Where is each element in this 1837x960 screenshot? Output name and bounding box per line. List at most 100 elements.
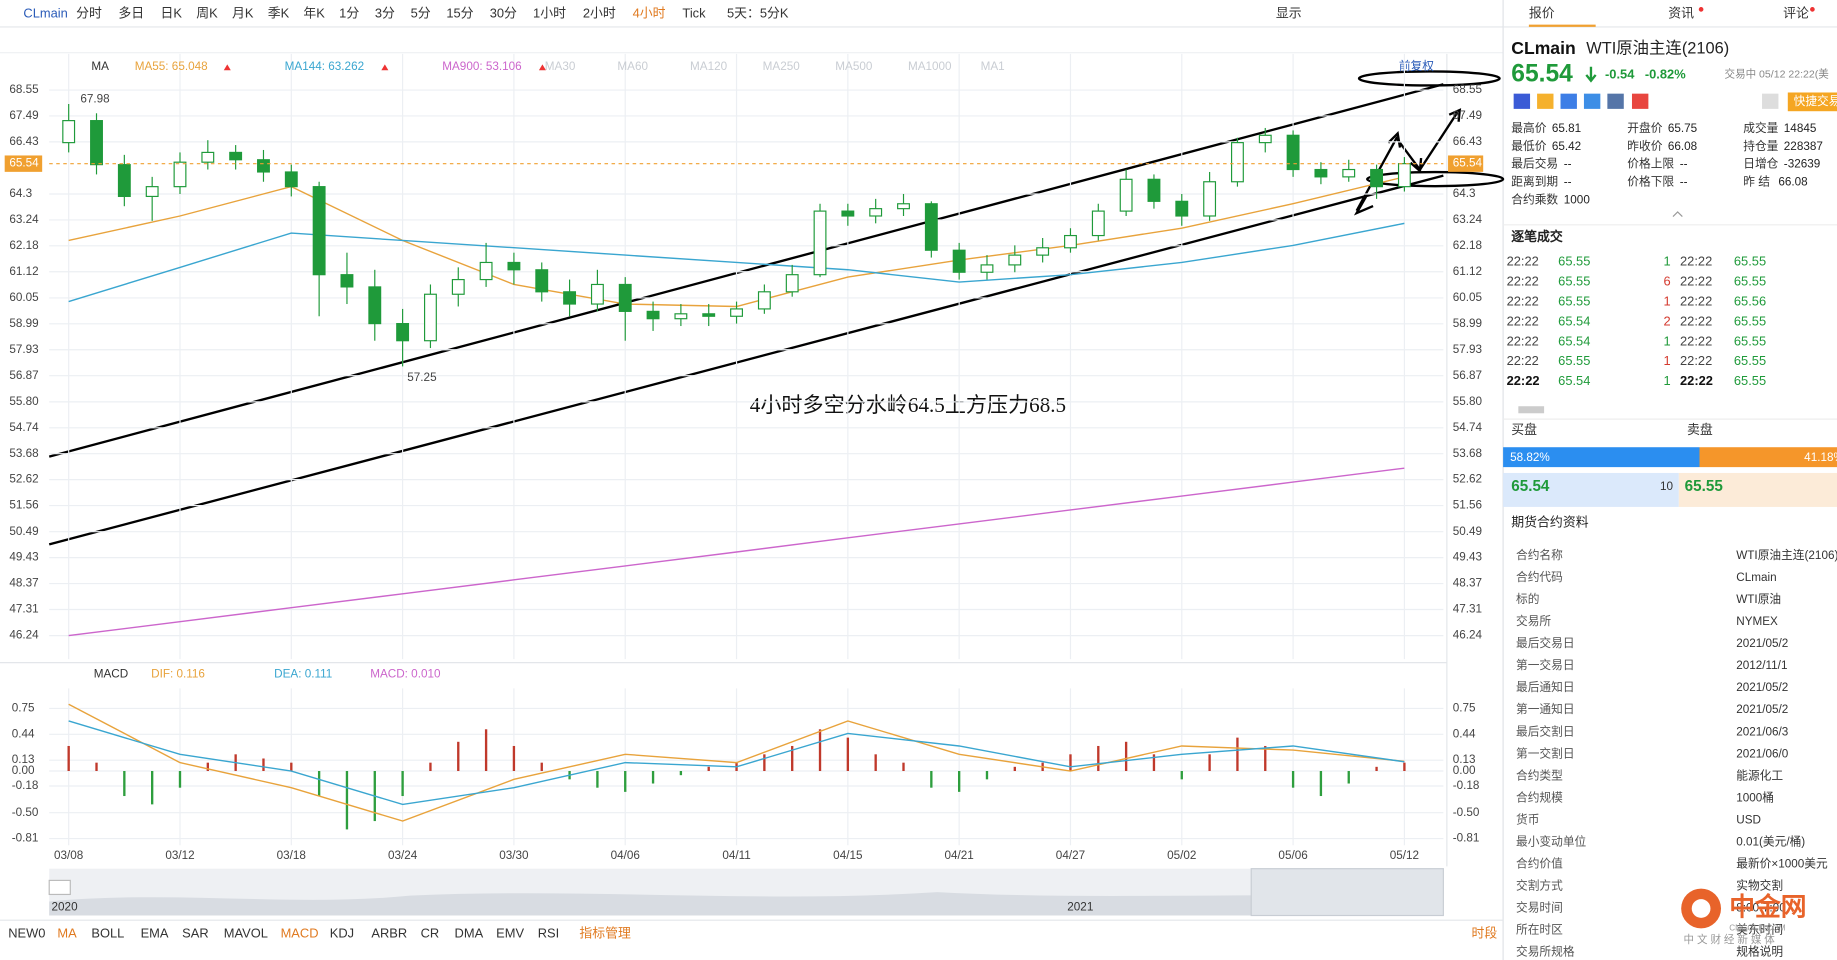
stat-value: 228387 xyxy=(1784,140,1823,153)
trade-price: 65.55 xyxy=(1734,353,1766,368)
period-button[interactable]: 时段 xyxy=(1471,926,1497,941)
legend-item[interactable]: MACD: 0.010 xyxy=(370,667,441,680)
y-tick-label: 46.24 xyxy=(1453,629,1483,642)
last-price-label: 65.54 xyxy=(1453,157,1483,170)
trade-time: 22:22 xyxy=(1507,353,1539,368)
icon[interactable] xyxy=(1537,93,1554,109)
timeline-more[interactable] xyxy=(48,879,71,896)
quick-trade-button[interactable] xyxy=(1787,92,1837,112)
period-button[interactable]: 5分 xyxy=(411,5,431,20)
period-button[interactable]: 周K xyxy=(196,5,218,20)
icon[interactable] xyxy=(1607,93,1624,109)
candle-body xyxy=(396,323,410,342)
book-title: 买盘 xyxy=(1511,422,1537,437)
collapse[interactable] xyxy=(1672,211,1683,217)
y-tick-label: 55.80 xyxy=(9,395,39,408)
candle-body xyxy=(702,313,716,317)
indicator-tab[interactable]: KDJ xyxy=(330,926,354,941)
legend-item[interactable]: MA60 xyxy=(617,60,648,73)
y-tick-label: 53.68 xyxy=(9,447,38,460)
indicator-tab[interactable]: DMA xyxy=(455,926,484,941)
tab[interactable]: 评论 xyxy=(1783,5,1809,20)
toolbar-symbol[interactable]: CLmain xyxy=(23,5,67,20)
candle-body xyxy=(90,120,103,166)
period-button[interactable]: 30分 xyxy=(490,5,517,20)
period-button[interactable]: 多日 xyxy=(118,5,144,20)
indicator-tab[interactable]: CR xyxy=(421,926,440,941)
sell-ratio-label: 41.18% xyxy=(1804,451,1837,464)
candle-body xyxy=(1314,168,1328,178)
period-button[interactable]: 4小时 xyxy=(633,5,666,20)
x-tick-label: 03/30 xyxy=(499,849,529,862)
y-tick-label: 66.43 xyxy=(1453,135,1482,148)
indicator-tab[interactable]: MAVOL xyxy=(224,926,268,941)
y-tick-label: 49.43 xyxy=(1453,551,1482,564)
legend-item[interactable]: MA30 xyxy=(545,60,576,73)
indicator-tab[interactable]: EMA xyxy=(141,926,169,941)
indicator-tab[interactable]: SAR xyxy=(182,926,208,941)
channel-line xyxy=(48,83,1444,458)
y-tick-label: -0.18 xyxy=(1453,779,1480,792)
trade-time: 22:22 xyxy=(1507,274,1539,289)
legend-item[interactable]: MA1000 xyxy=(908,60,952,73)
indicator-tab[interactable]: MACD xyxy=(281,926,319,941)
indicator-name[interactable]: MACD xyxy=(94,667,128,680)
tab[interactable]: 报价 xyxy=(1529,5,1555,20)
period-button[interactable]: 1分 xyxy=(339,5,359,20)
contract-value: 2021/06/3 xyxy=(1736,725,1788,738)
icon[interactable] xyxy=(1762,93,1779,109)
legend-item[interactable]: MA900: 53.106 xyxy=(442,60,521,73)
icon[interactable] xyxy=(1583,93,1601,109)
legend-item[interactable]: DEA: 0.111 xyxy=(274,667,332,680)
y-tick-label: 66.43 xyxy=(9,135,38,148)
timeline-label: 2021 xyxy=(1067,900,1093,913)
period-button[interactable]: 分时 xyxy=(76,5,102,20)
candle-body xyxy=(1203,181,1217,217)
y-tick-label: 63.24 xyxy=(1453,213,1483,226)
indicator-tab[interactable]: ARBR xyxy=(371,926,407,941)
legend-item[interactable]: MA1 xyxy=(981,60,1005,73)
period-button[interactable]: 季K xyxy=(268,5,290,20)
period-button[interactable]: 年K xyxy=(303,5,325,20)
period-button[interactable]: 3分 xyxy=(375,5,395,20)
contract-label: 最小变动单位 xyxy=(1516,834,1587,848)
adjust-label[interactable]: 前复权 xyxy=(1399,59,1434,73)
indicator-name[interactable]: MA xyxy=(91,60,109,73)
display-button[interactable]: 显示 xyxy=(1276,5,1302,20)
legend-item[interactable]: MA250 xyxy=(763,60,801,73)
y-tick-label: 60.05 xyxy=(1453,291,1483,304)
period-button[interactable]: 月K xyxy=(232,5,254,20)
icon[interactable] xyxy=(1513,93,1531,109)
indicator-tab[interactable]: MA xyxy=(57,926,77,941)
quick-trade-label[interactable]: 快捷交易 xyxy=(1794,94,1837,108)
legend-item[interactable]: DIF: 0.116 xyxy=(151,667,205,680)
y-tick-label: 58.99 xyxy=(1453,317,1482,330)
period-button[interactable]: 15分 xyxy=(446,5,473,20)
indicator-tab[interactable]: NEW0 xyxy=(8,926,45,941)
timeline-window[interactable] xyxy=(1250,868,1444,917)
candle-body xyxy=(507,261,521,271)
candle-body xyxy=(563,291,577,305)
period-button[interactable]: 5天：5分K xyxy=(727,5,789,20)
indicator-tab[interactable]: BOLL xyxy=(91,926,124,941)
period-button[interactable]: 1小时 xyxy=(533,5,566,20)
indicator-tab[interactable]: RSI xyxy=(538,926,559,941)
icon[interactable] xyxy=(1560,93,1577,109)
contract-value: 最新价×1000美元 xyxy=(1736,856,1828,870)
stat-label: 成交量 xyxy=(1743,121,1778,135)
legend-item[interactable]: MA120 xyxy=(690,60,728,73)
legend-item[interactable]: MA144: 63.262 xyxy=(285,60,364,73)
indicator-tab[interactable]: EMV xyxy=(496,926,524,941)
period-button[interactable]: 2小时 xyxy=(583,5,616,20)
icon[interactable] xyxy=(1631,93,1649,109)
tab[interactable]: 资讯 xyxy=(1668,5,1694,20)
y-tick-label: 46.24 xyxy=(9,629,39,642)
scrollbar[interactable] xyxy=(1518,406,1545,414)
y-tick-label: 49.43 xyxy=(9,551,38,564)
indicator-manage[interactable]: 指标管理 xyxy=(579,926,631,941)
period-button[interactable]: Tick xyxy=(682,5,706,20)
trade-price: 65.55 xyxy=(1558,353,1590,368)
legend-item[interactable]: MA500 xyxy=(835,60,873,73)
legend-item[interactable]: MA55: 65.048 xyxy=(135,60,208,73)
period-button[interactable]: 日K xyxy=(161,5,183,20)
